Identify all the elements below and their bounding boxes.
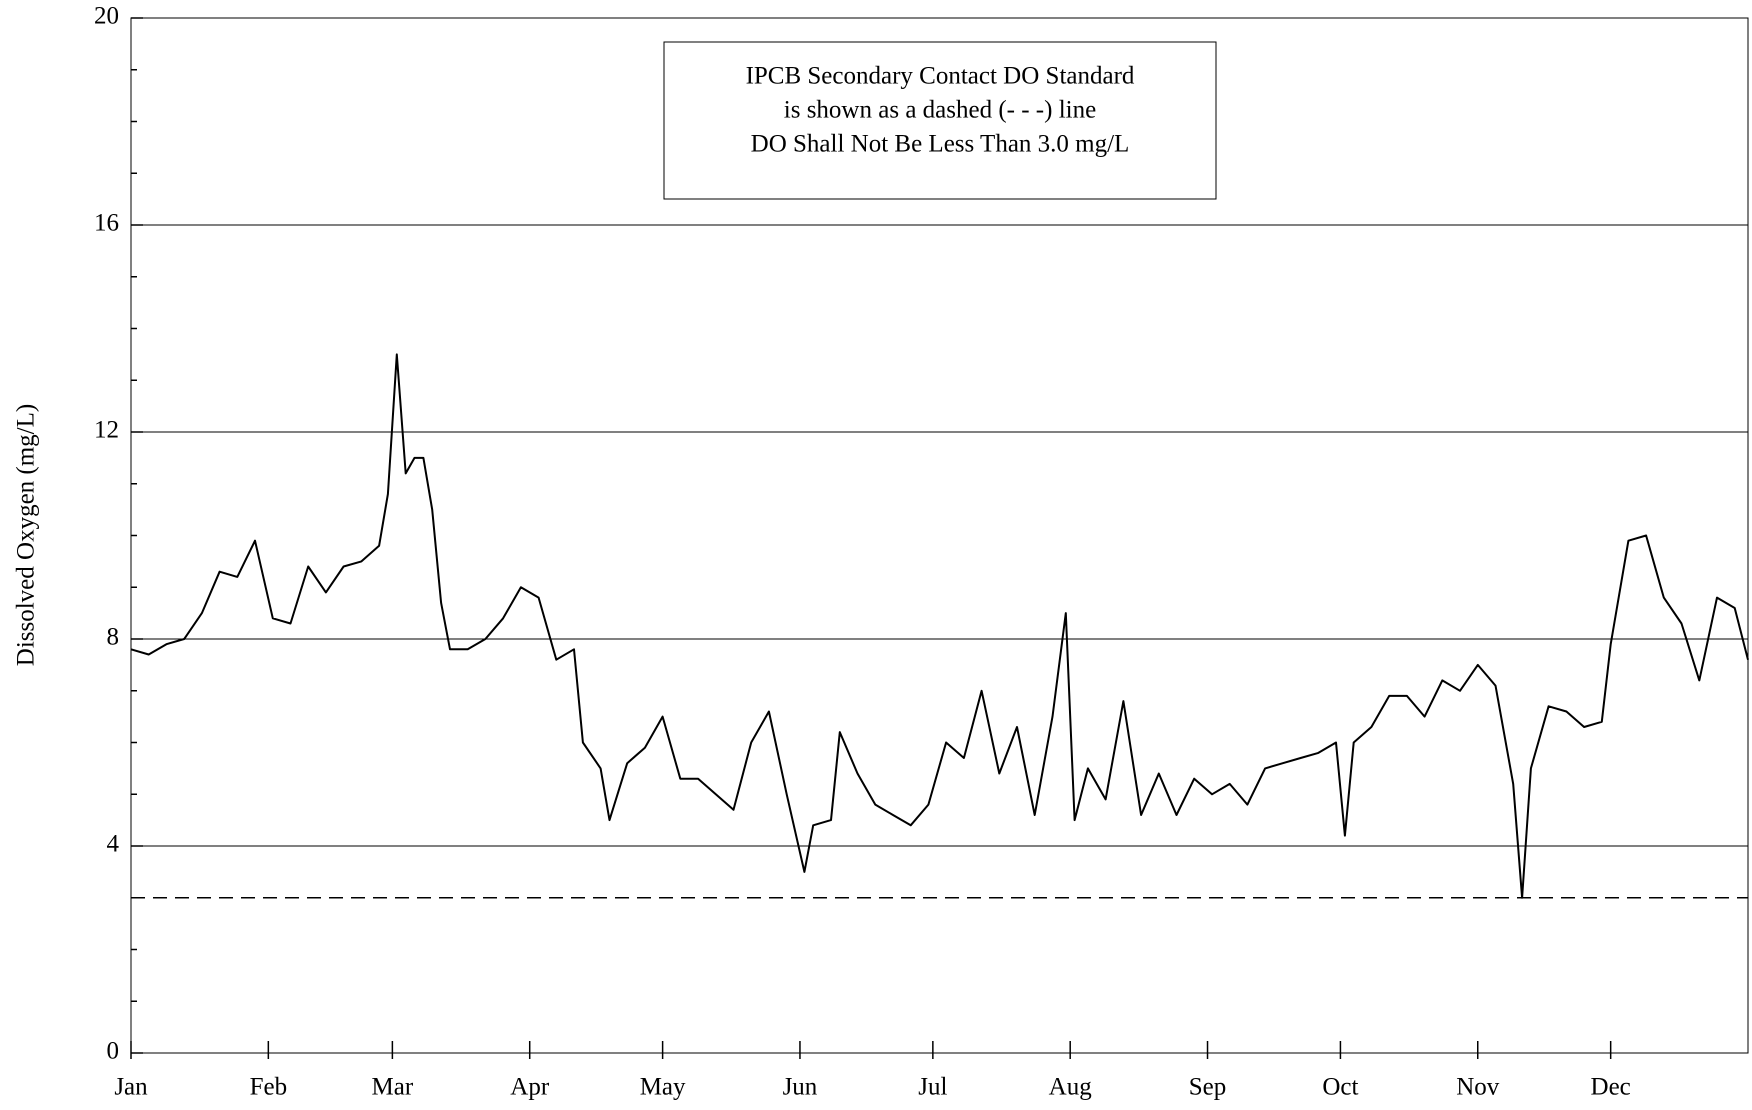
annotation-text: is shown as a dashed (- - -) line xyxy=(784,97,1096,124)
y-axis-label: Dissolved Oxygen (mg/L) xyxy=(13,404,40,666)
x-tick-label: Feb xyxy=(250,1074,288,1101)
annotation-text: DO Shall Not Be Less Than 3.0 mg/L xyxy=(751,131,1130,158)
data-line xyxy=(130,353,1749,899)
y-tick-label: 16 xyxy=(94,210,119,237)
y-tick-label: 4 xyxy=(107,831,120,858)
x-tick-label: May xyxy=(640,1074,686,1101)
x-tick-label: Oct xyxy=(1322,1074,1358,1101)
y-tick-label: 12 xyxy=(94,417,119,444)
x-tick-label: Apr xyxy=(510,1074,550,1101)
x-tick-label: Mar xyxy=(372,1074,414,1101)
x-tick-label: Sep xyxy=(1189,1074,1227,1101)
annotation-box xyxy=(663,41,1217,200)
y-tick-label: 0 xyxy=(107,1038,120,1065)
x-tick-label: Aug xyxy=(1049,1074,1093,1101)
x-tick-label: Jul xyxy=(918,1074,947,1101)
x-tick-label: Nov xyxy=(1456,1074,1500,1101)
x-tick-label: Dec xyxy=(1591,1074,1631,1101)
x-tick-label: Jun xyxy=(783,1074,818,1101)
y-tick-label: 20 xyxy=(94,3,119,30)
annotation-text: IPCB Secondary Contact DO Standard xyxy=(746,63,1135,90)
y-tick-label: 8 xyxy=(107,624,120,651)
x-tick-label: Jan xyxy=(114,1074,148,1101)
